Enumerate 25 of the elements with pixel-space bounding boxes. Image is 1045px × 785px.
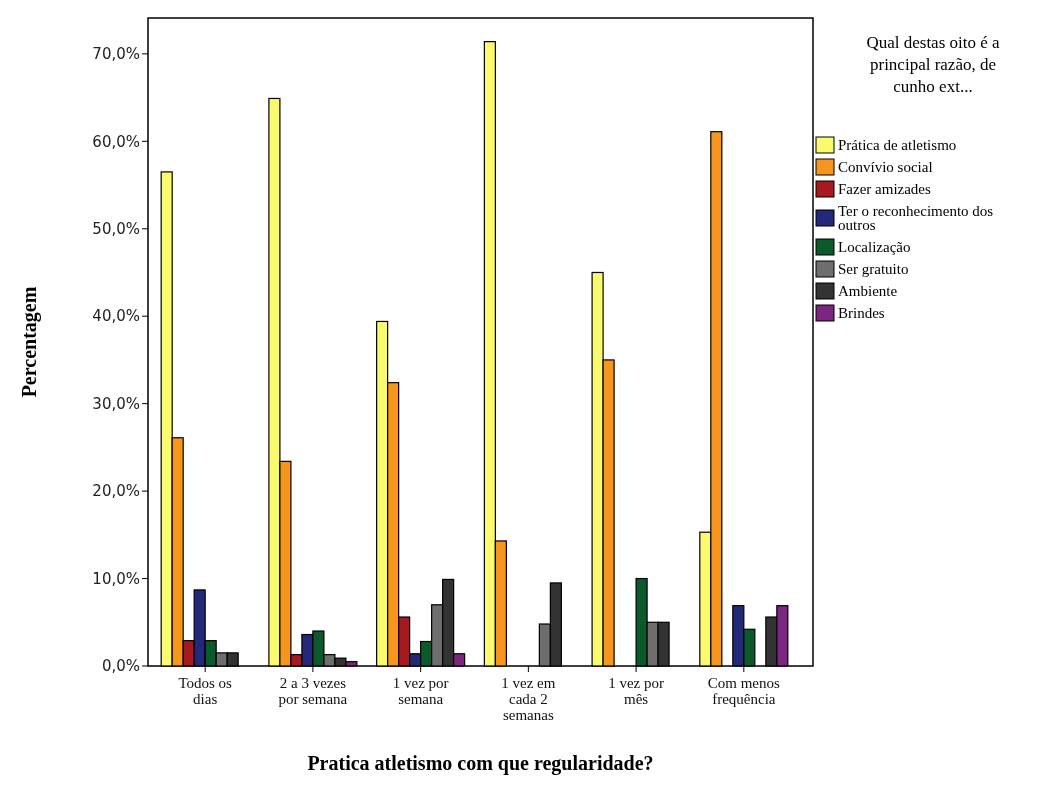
legend-label: Localização xyxy=(838,239,911,255)
legend-label: Prática de atletismo xyxy=(838,137,957,153)
x-tick-label: 1 vez por mês xyxy=(608,675,665,707)
y-tick-label: 0,0% xyxy=(101,657,140,676)
y-tick-label: 50,0% xyxy=(92,220,140,238)
legend-label: Convívio social xyxy=(838,159,933,175)
x-tick-label: 1 vez por semana xyxy=(392,675,449,707)
x-tick-label: Todos os dias xyxy=(178,675,233,707)
legend-label: Ter o reconhecimento dos outros xyxy=(838,203,994,233)
x-axis-title: Pratica atletismo com que regularidade? xyxy=(307,752,654,775)
legend-label: Brindes xyxy=(838,305,885,321)
y-tick-label: 40,0% xyxy=(92,307,140,326)
y-tick-label: 10,0% xyxy=(92,569,140,588)
legend-label: Ambiente xyxy=(838,283,898,299)
y-axis-title: Percentagem xyxy=(18,286,41,398)
y-tick-label: 30,0% xyxy=(92,394,140,413)
x-tick-label: 1 vez em cada 2 semanas xyxy=(501,675,556,723)
y-tick-label: 70,0% xyxy=(92,45,140,64)
x-tick-label: Com menos frequência xyxy=(707,675,781,707)
x-tick-label: 2 a 3 vezes por semana xyxy=(278,675,348,707)
legend-label: Fazer amizades xyxy=(838,181,932,197)
legend-label: Ser gratuito xyxy=(838,261,909,277)
legend-title: Qual destas oito é a principal razão, de cunho ext... xyxy=(866,33,1001,96)
y-tick-label: 20,0% xyxy=(92,482,140,501)
y-tick-label: 60,0% xyxy=(92,132,140,151)
